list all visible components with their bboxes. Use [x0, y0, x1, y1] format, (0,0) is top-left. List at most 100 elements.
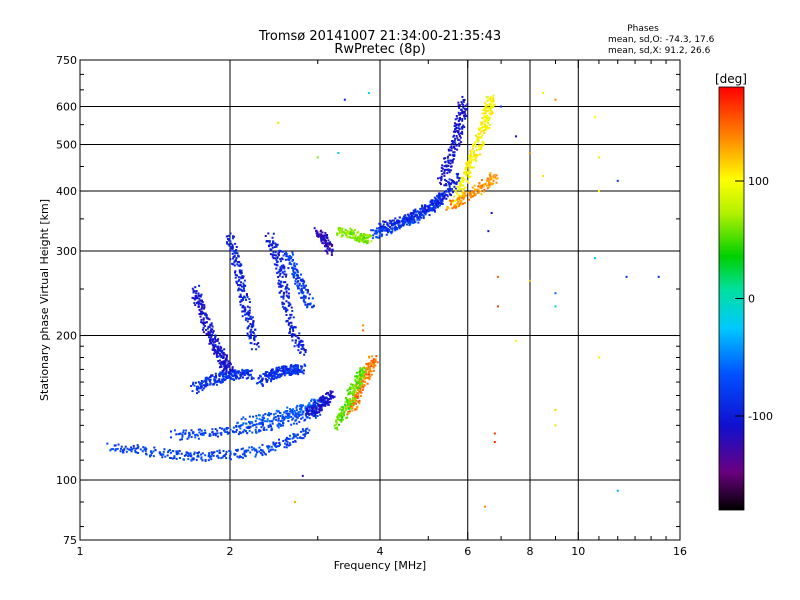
- echo-point: [455, 198, 458, 201]
- echo-point: [366, 368, 369, 371]
- echo-point: [225, 428, 228, 431]
- echo-point: [462, 176, 465, 179]
- echo-point: [486, 184, 489, 187]
- echo-point: [398, 227, 401, 230]
- echo-point: [472, 166, 475, 169]
- echo-point: [195, 385, 198, 388]
- echo-point: [446, 172, 449, 175]
- echo-point: [347, 392, 350, 395]
- echo-point: [215, 339, 218, 342]
- echo-point: [217, 338, 220, 341]
- echo-point: [202, 307, 205, 310]
- echo-point: [296, 368, 299, 371]
- echo-point: [215, 353, 218, 356]
- echo-point: [323, 239, 326, 242]
- echo-point: [350, 387, 353, 390]
- echo-point: [325, 249, 328, 252]
- echo-point: [409, 220, 412, 223]
- echo-point: [241, 453, 244, 456]
- echo-point: [471, 195, 474, 198]
- echo-point: [304, 409, 307, 412]
- scatter-point: [616, 489, 619, 492]
- echo-point: [237, 289, 240, 292]
- echo-point: [316, 234, 319, 237]
- echo-point: [294, 440, 297, 443]
- echo-point: [464, 113, 467, 116]
- echo-point: [443, 172, 446, 175]
- echo-point: [270, 373, 273, 376]
- echo-point: [248, 306, 251, 309]
- echo-point: [418, 215, 421, 218]
- echo-point: [355, 376, 358, 379]
- echo-point: [315, 409, 318, 412]
- echo-point: [458, 194, 461, 197]
- echo-point: [435, 198, 438, 201]
- echo-point: [450, 165, 453, 168]
- echo-point: [208, 342, 211, 345]
- echo-point: [341, 229, 344, 232]
- echo-point: [291, 418, 294, 421]
- echo-point: [231, 262, 234, 265]
- echo-point: [189, 453, 192, 456]
- echo-point: [290, 325, 293, 328]
- echo-point: [365, 370, 368, 373]
- echo-point: [311, 408, 314, 411]
- echo-point: [314, 416, 317, 419]
- echo-point: [277, 426, 280, 429]
- echo-point: [311, 297, 314, 300]
- echo-point: [416, 215, 419, 218]
- echo-point: [237, 372, 240, 375]
- echo-point: [393, 223, 396, 226]
- echo-point: [304, 433, 307, 436]
- echo-point: [231, 244, 234, 247]
- echo-point: [244, 284, 247, 287]
- echo-point: [444, 183, 447, 186]
- echo-point: [453, 153, 456, 156]
- echo-point: [361, 234, 364, 237]
- echo-point: [488, 123, 491, 126]
- echo-point: [242, 376, 245, 379]
- echo-point: [272, 251, 275, 254]
- echo-point: [224, 361, 227, 364]
- echo-point: [270, 427, 273, 430]
- echo-point: [328, 247, 331, 250]
- echo-point: [400, 220, 403, 223]
- echo-point: [431, 201, 434, 204]
- echo-point: [333, 395, 336, 398]
- echo-point: [276, 366, 279, 369]
- echo-point: [236, 376, 239, 379]
- echo-point: [405, 223, 408, 226]
- echo-point: [359, 369, 362, 372]
- echo-point: [362, 234, 365, 237]
- echo-point: [293, 262, 296, 265]
- echo-point: [469, 153, 472, 156]
- echo-point: [465, 172, 468, 175]
- echo-point: [443, 195, 446, 198]
- echo-point: [190, 459, 193, 462]
- echo-point: [483, 116, 486, 119]
- echo-point: [180, 452, 183, 455]
- echo-point: [293, 273, 296, 276]
- echo-point: [486, 187, 489, 190]
- echo-point: [459, 112, 462, 115]
- echo-point: [110, 448, 113, 451]
- echo-point: [320, 398, 323, 401]
- echo-point: [222, 369, 225, 372]
- echo-point: [214, 338, 217, 341]
- echo-point: [357, 231, 360, 234]
- echo-point: [479, 153, 482, 156]
- echo-point: [296, 285, 299, 288]
- echo-point: [115, 448, 118, 451]
- echo-point: [200, 432, 203, 435]
- echo-point: [353, 392, 356, 395]
- echo-point: [352, 232, 355, 235]
- echo-point: [308, 429, 311, 432]
- echo-point: [495, 174, 498, 177]
- echo-point: [459, 136, 462, 139]
- echo-point: [231, 366, 234, 369]
- echo-point: [327, 239, 330, 242]
- echo-point: [372, 366, 375, 369]
- echo-point: [222, 353, 225, 356]
- echo-point: [187, 436, 190, 439]
- echo-point: [420, 216, 423, 219]
